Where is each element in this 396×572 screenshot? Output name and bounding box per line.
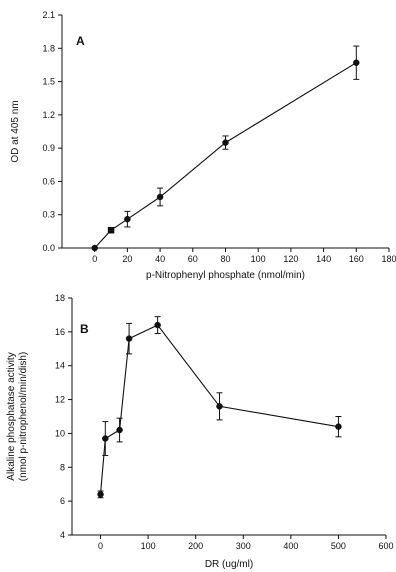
x-tick-label: 60 <box>188 254 198 264</box>
data-point <box>156 193 164 201</box>
data-point <box>107 226 115 234</box>
y-tick-label: 1.2 <box>42 110 55 120</box>
x-tick-label: 600 <box>378 541 393 551</box>
x-tick-label: 20 <box>122 254 132 264</box>
y-axis-label: OD at 405 nm <box>10 100 21 162</box>
data-point <box>125 335 133 342</box>
y-tick-label: 0.0 <box>42 243 55 253</box>
panel-label: B <box>80 322 89 336</box>
x-tick-label: 140 <box>316 254 331 264</box>
y-tick-label: 4 <box>60 530 65 540</box>
x-tick-label: 180 <box>381 254 396 264</box>
x-tick-label: 0 <box>92 254 97 264</box>
x-tick-label: 100 <box>251 254 266 264</box>
y-tick-label: 8 <box>60 462 65 472</box>
y-tick-label: 2.1 <box>42 10 55 20</box>
y-tick-label: 12 <box>55 395 65 405</box>
data-point <box>124 215 131 223</box>
series-line <box>94 62 357 249</box>
chart-panel-b: 0 100 200 300 400 500 600 4 6 8 10 12 14 16 18 DR (ug/m… <box>6 293 394 570</box>
panel-label: A <box>76 34 85 48</box>
x-axis-label: DR (ug/ml) <box>205 559 253 570</box>
x-tick-label: 0 <box>98 541 103 551</box>
x-tick-label: 300 <box>236 541 251 551</box>
x-tick-label: 40 <box>155 254 165 264</box>
x-axis-label: p-Nitrophenyl phosphate (nmol/min) <box>146 270 305 281</box>
data-point <box>97 491 104 498</box>
data-point <box>102 435 109 442</box>
y-axis-label: Alkaline phosphatase activity <box>6 352 17 480</box>
x-tick-label: 200 <box>188 541 203 551</box>
y-tick-label: 18 <box>55 293 65 303</box>
data-point <box>216 403 223 410</box>
y-tick-label: 0.3 <box>42 210 55 220</box>
x-tick-label: 120 <box>283 254 298 264</box>
data-point <box>335 423 342 430</box>
y-tick-label: 10 <box>55 428 65 438</box>
data-point <box>222 139 229 146</box>
y-tick-label: 1.5 <box>42 77 55 87</box>
data-point <box>91 244 98 252</box>
y-tick-label: 14 <box>55 361 65 371</box>
y-tick-label: 1.8 <box>42 43 55 53</box>
x-tick-label: 80 <box>220 254 230 264</box>
x-tick-label: 160 <box>349 254 364 264</box>
x-tick-label: 100 <box>141 541 156 551</box>
data-point <box>154 321 161 329</box>
chart-panel-a: 0 20 40 60 80 100 120 140 160 180 0.0 0.3 0.6 0.9 1.2 1… <box>10 10 396 281</box>
data-point <box>116 426 123 434</box>
y-tick-label: 6 <box>60 496 65 506</box>
x-tick-label: 400 <box>283 541 298 551</box>
y-tick-label: 0.9 <box>42 143 55 153</box>
data-point <box>353 59 360 66</box>
y-tick-label: 0.6 <box>42 176 55 186</box>
y-tick-label: 16 <box>55 327 65 337</box>
x-tick-label: 500 <box>331 541 346 551</box>
y-axis-label: (nmol p-nitrophenol/min/dish) <box>18 352 29 482</box>
